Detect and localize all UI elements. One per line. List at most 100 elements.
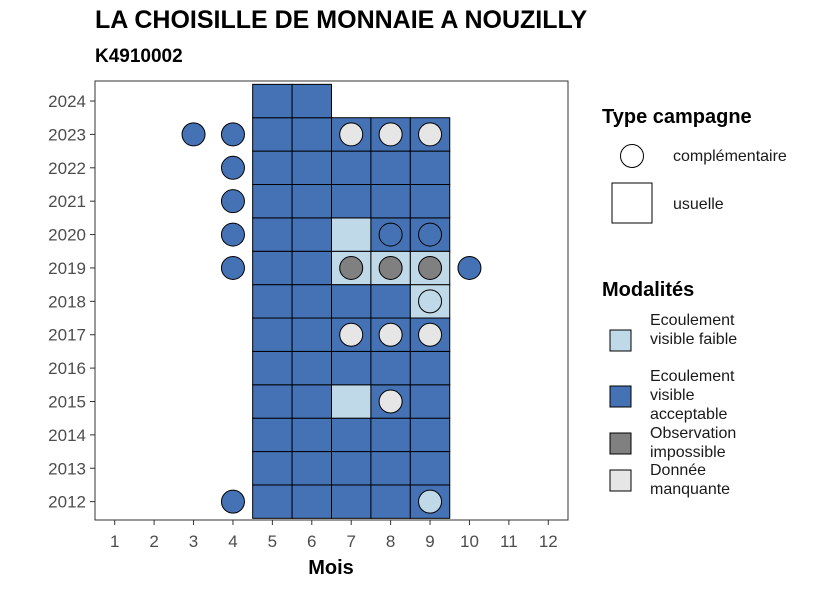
legend-swatch-manquante	[609, 469, 632, 492]
x-axis: 1 2 3 4 5 6 7 8 9 10 11 12	[110, 520, 558, 551]
complementaire-point	[220, 255, 245, 280]
complementaire-point	[220, 222, 245, 247]
usuelle-cell	[252, 150, 293, 185]
complementaire-point	[378, 255, 403, 280]
usuelle-cell	[252, 451, 293, 486]
chart-title: LA CHOISILLE DE MONNAIE A NOUZILLY	[95, 6, 588, 34]
legend-mod-label-faible: Ecoulement visible faible	[650, 312, 738, 348]
complementaire-point	[220, 155, 245, 180]
usuelle-cell	[370, 350, 411, 386]
usuelle-cell	[252, 417, 293, 453]
y-tick-label: 2022	[48, 159, 86, 178]
legend-square-symbol	[611, 182, 653, 224]
usuelle-cell	[409, 150, 451, 185]
usuelle-cell	[370, 150, 411, 185]
usuelle-cell	[291, 250, 333, 286]
x-tick-label: 7	[346, 532, 355, 551]
x-tick-label: 11	[500, 532, 518, 551]
x-tick-label: 10	[460, 532, 479, 551]
usuelle-cell	[291, 117, 333, 152]
x-tick-label: 1	[110, 532, 119, 551]
usuelle-cell	[370, 417, 411, 453]
usuelle-cell	[331, 150, 372, 185]
complementaire-point	[339, 122, 364, 147]
usuelle-cell	[331, 417, 372, 453]
y-tick-label: 2024	[48, 92, 86, 111]
complementaire-point	[339, 322, 364, 347]
x-tick-label: 12	[539, 532, 558, 551]
legend-type-label-complementaire: complémentaire	[673, 148, 787, 165]
legend-type-label-usuelle: usuelle	[673, 196, 724, 213]
x-tick-label: 9	[425, 532, 434, 551]
usuelle-cell	[331, 384, 372, 419]
legend-mod-label-manquante: Donnée manquante	[650, 462, 731, 498]
complementaire-point	[418, 322, 443, 347]
legend-type-title: Type campagne	[602, 106, 752, 128]
x-axis-label: Mois	[308, 557, 354, 579]
legend-mod-label-acceptable: Ecoulement visible acceptable	[650, 368, 735, 423]
usuelle-cell	[331, 284, 372, 319]
usuelle-cell	[291, 183, 333, 219]
usuelle-cell	[252, 183, 293, 219]
x-tick-label: 2	[149, 532, 158, 551]
usuelle-cell	[252, 284, 293, 319]
usuelle-cell	[291, 384, 333, 419]
legend-circle-symbol	[620, 144, 644, 168]
usuelle-cell	[252, 217, 293, 252]
y-tick-label: 2023	[48, 125, 86, 144]
complementaire-point	[378, 322, 403, 347]
usuelle-cell	[331, 350, 372, 386]
usuelle-cell	[291, 317, 333, 352]
usuelle-cell	[409, 451, 451, 486]
legend-swatch-faible	[609, 329, 632, 352]
legend-swatch-acceptable	[609, 385, 632, 408]
x-tick-label: 6	[307, 532, 316, 551]
legend-swatch-impossible	[609, 432, 632, 455]
usuelle-cell	[409, 384, 451, 419]
usuelle-cell	[331, 217, 372, 252]
plot-panel-border	[94, 80, 569, 521]
complementaire-point	[220, 122, 245, 147]
usuelle-cell	[409, 183, 451, 219]
usuelle-cell	[291, 451, 333, 486]
x-tick-label: 3	[189, 532, 198, 551]
legend-mod-label-impossible: Observation impossible	[650, 425, 737, 461]
usuelle-cell	[291, 150, 333, 185]
usuelle-cell	[291, 217, 333, 252]
usuelle-cell	[331, 451, 372, 486]
usuelle-cell	[291, 284, 333, 319]
complementaire-point	[418, 222, 443, 247]
usuelle-cell	[252, 484, 293, 519]
complementaire-point	[418, 289, 443, 314]
chart-subtitle: K4910002	[95, 46, 183, 67]
y-tick-label: 2012	[48, 493, 86, 512]
usuelle-cell	[291, 83, 333, 119]
usuelle-cell	[252, 384, 293, 419]
complementaire-point	[220, 489, 245, 514]
y-tick-label: 2017	[48, 326, 86, 345]
y-tick-label: 2019	[48, 259, 86, 278]
usuelle-cell	[370, 451, 411, 486]
usuelle-cell	[370, 183, 411, 219]
y-tick-label: 2013	[48, 459, 86, 478]
x-tick-label: 5	[268, 532, 277, 551]
complementaire-point	[339, 255, 364, 280]
usuelle-cell	[252, 117, 293, 152]
y-axis: 2012 2013 2014 2015 2016 2017 2018 2019 2020 2021…	[48, 92, 95, 512]
complementaire-point	[378, 122, 403, 147]
y-tick-label: 2015	[48, 392, 86, 411]
complementaire-point	[220, 189, 245, 214]
complementaire-point	[378, 389, 403, 414]
complementaire-point	[457, 255, 482, 280]
complementaire-point	[418, 122, 443, 147]
y-tick-label: 2021	[48, 192, 86, 211]
usuelle-cell	[291, 417, 333, 453]
x-tick-label: 8	[386, 532, 395, 551]
x-tick-label: 4	[228, 532, 237, 551]
complementaire-point	[418, 489, 443, 514]
legend-modalites-title: Modalités	[602, 279, 695, 301]
complementaire-point	[378, 222, 403, 247]
usuelle-cell	[252, 350, 293, 386]
y-tick-label: 2020	[48, 226, 86, 245]
